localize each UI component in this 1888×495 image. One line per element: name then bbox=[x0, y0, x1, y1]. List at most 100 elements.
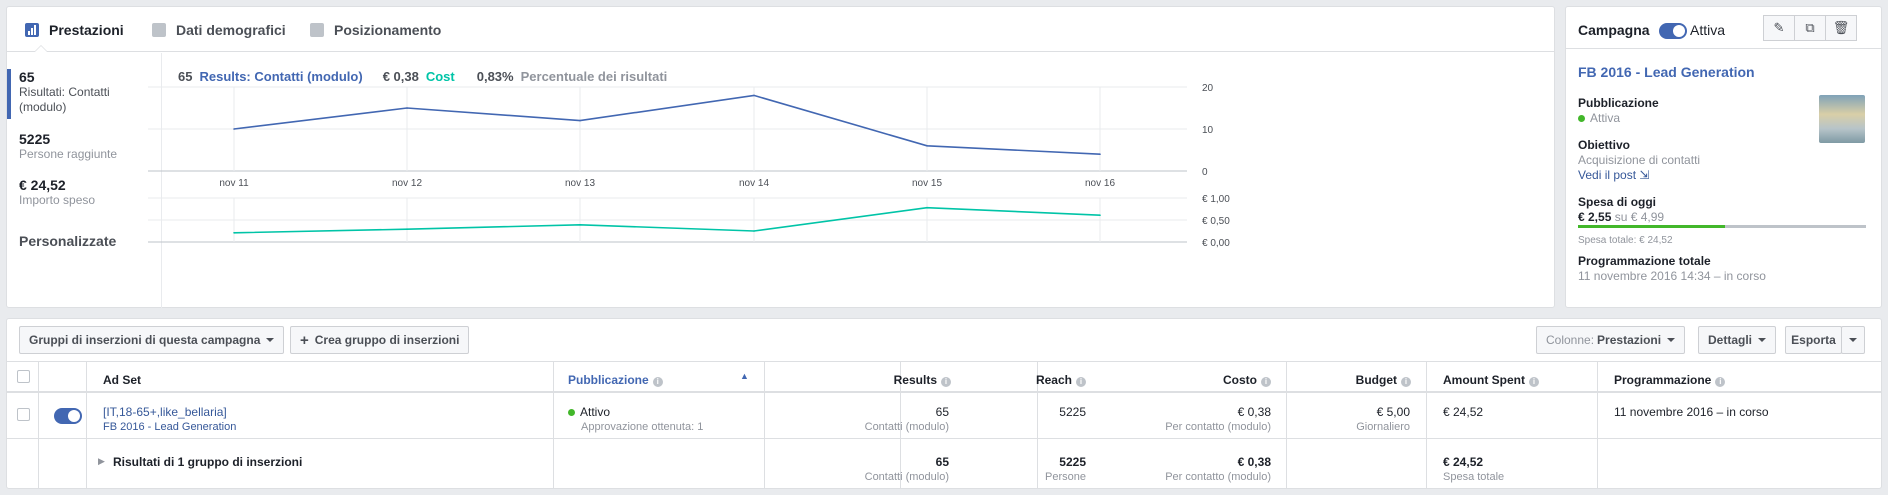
y-tick-label: 0 bbox=[1202, 167, 1208, 178]
metric-value: € 24,52 bbox=[19, 177, 66, 193]
header-cost[interactable]: Costo i bbox=[1037, 373, 1271, 387]
header-cost-label: Costo bbox=[1223, 373, 1257, 387]
x-tick-label: nov 11 bbox=[219, 178, 249, 189]
y-tick-label: € 1,00 bbox=[1202, 194, 1230, 205]
x-tick-label: nov 13 bbox=[565, 178, 595, 189]
active-tab-indicator bbox=[34, 45, 48, 52]
header-delivery-label: Pubblicazione bbox=[568, 373, 649, 387]
people-icon bbox=[152, 22, 166, 37]
performance-chart: 20 10 0 € 1,00 € 0,50 € 0,00 nov 11 nov 12 nov 1… bbox=[148, 83, 1230, 249]
summary-reach-sub: Persone bbox=[1045, 471, 1086, 483]
header-results-label: Results bbox=[893, 373, 937, 387]
duplicate-icon: ⧉ bbox=[1805, 20, 1815, 35]
budget-sub: Giornaliero bbox=[1356, 421, 1410, 433]
select-all-checkbox[interactable] bbox=[17, 370, 30, 383]
summary-cost: € 0,38 bbox=[1237, 455, 1271, 469]
series-line bbox=[233, 206, 1101, 234]
header-reach-label: Reach bbox=[1035, 373, 1072, 387]
tab-prestazioni[interactable]: Prestazioni bbox=[25, 7, 124, 52]
columns-dropdown[interactable]: Colonne: Prestazioni bbox=[1536, 326, 1686, 354]
objective-value: Acquisizione di contatti bbox=[1578, 153, 1701, 167]
summary-results-sub: Contatti (modulo) bbox=[864, 471, 949, 483]
reach-value: 5225 bbox=[1059, 405, 1086, 419]
metric-label: Risultati: Contatti (modulo) bbox=[19, 85, 110, 114]
trash-icon: 🗑 bbox=[1832, 20, 1850, 35]
status-dot bbox=[568, 409, 575, 416]
info-icon: i bbox=[1261, 377, 1271, 387]
adsets-panel: Gruppi di inserzioni di questa campagna … bbox=[6, 318, 1882, 489]
data-point bbox=[406, 228, 408, 230]
info-icon: i bbox=[652, 377, 663, 387]
export-options-button[interactable] bbox=[1841, 326, 1865, 354]
data-point bbox=[926, 145, 928, 147]
delivery-status-cell: Attivo bbox=[568, 405, 610, 419]
legend-results-label: Results: Contatti (modulo) bbox=[199, 69, 363, 84]
cost-value: € 0,38 bbox=[1237, 405, 1271, 419]
columns-value: Prestazioni bbox=[1597, 333, 1662, 347]
header-adset[interactable]: Ad Set bbox=[103, 373, 142, 387]
results-sub: Contatti (modulo) bbox=[864, 421, 949, 433]
x-tick-label: nov 16 bbox=[1085, 178, 1115, 189]
summary-label: Risultati di 1 gruppo di inserzioni bbox=[113, 455, 303, 469]
metric-spent[interactable]: € 24,52 Importo speso bbox=[7, 177, 157, 208]
header-amount-spent[interactable]: Amount Spent i bbox=[1443, 373, 1539, 387]
tab-label: Prestazioni bbox=[49, 21, 124, 38]
duplicate-button[interactable]: ⧉ bbox=[1794, 15, 1826, 41]
schedule-value: 11 novembre 2016 14:34 – in corso bbox=[1578, 269, 1766, 283]
data-point bbox=[233, 232, 235, 234]
tab-label: Dati demografici bbox=[176, 21, 286, 38]
data-point bbox=[753, 94, 755, 97]
header-amount-label: Amount Spent bbox=[1443, 373, 1525, 387]
export-button[interactable]: Esporta bbox=[1785, 326, 1842, 354]
edit-button[interactable]: ✎ bbox=[1763, 15, 1795, 41]
metric-value: 5225 bbox=[19, 131, 51, 147]
summary-reach: 5225 bbox=[1059, 455, 1086, 469]
adset-toggle[interactable] bbox=[54, 408, 82, 424]
header-results[interactable]: Results i bbox=[764, 373, 951, 387]
header-schedule[interactable]: Programmazione i bbox=[1614, 373, 1726, 387]
adset-group-dropdown[interactable]: Gruppi di inserzioni di questa campagna bbox=[19, 326, 285, 354]
metric-value: 65 bbox=[19, 69, 35, 85]
delete-button[interactable]: 🗑 bbox=[1825, 15, 1857, 41]
row-checkbox[interactable] bbox=[17, 408, 30, 421]
expand-caret-icon[interactable]: ▶ bbox=[98, 456, 105, 466]
metric-reach[interactable]: 5225 Persone raggiunte bbox=[7, 131, 157, 162]
chevron-down-icon bbox=[1849, 338, 1857, 342]
y-tick-label: € 0,50 bbox=[1202, 216, 1230, 227]
ad-thumbnail[interactable] bbox=[1819, 95, 1865, 143]
create-adset-button[interactable]: + Crea gruppo di inserzioni bbox=[290, 326, 470, 354]
campaign-header: Campagna Attiva ✎ ⧉ 🗑 bbox=[1566, 7, 1881, 49]
header-reach[interactable]: Reach i bbox=[900, 373, 1086, 387]
tab-dati-demografici[interactable]: Dati demografici bbox=[152, 7, 286, 52]
chart-legend: 65 Results: Contatti (modulo) € 0,38 Cos… bbox=[178, 69, 674, 84]
bar-chart-icon bbox=[25, 22, 39, 37]
adset-campaign-link[interactable]: FB 2016 - Lead Generation bbox=[103, 421, 237, 433]
adset-name[interactable]: [IT,18-65+,like_bellaria] bbox=[103, 405, 227, 419]
header-delivery[interactable]: Pubblicazione i ▲ bbox=[568, 371, 749, 387]
tab-bar: Prestazioni Dati demografici Posizioname… bbox=[7, 7, 1554, 52]
legend-pct-label: Percentuale dei risultati bbox=[520, 69, 668, 84]
y-tick-label: € 0,00 bbox=[1202, 238, 1230, 249]
data-point bbox=[406, 107, 408, 109]
spend-today-limit: su € 4,99 bbox=[1614, 210, 1665, 224]
spend-today-value: € 2,55 bbox=[1578, 210, 1612, 224]
external-link-icon: ⇲ bbox=[1639, 168, 1650, 182]
columns-prefix: Colonne: bbox=[1546, 333, 1595, 347]
tab-posizionamento[interactable]: Posizionamento bbox=[310, 7, 441, 52]
tab-label: Posizionamento bbox=[334, 21, 442, 38]
campaign-header-title: Campagna bbox=[1578, 22, 1650, 38]
campaign-name[interactable]: FB 2016 - Lead Generation bbox=[1578, 64, 1755, 80]
data-point bbox=[233, 128, 235, 130]
schedule-value: 11 novembre 2016 – in corso bbox=[1614, 405, 1769, 419]
metric-results[interactable]: 65 Risultati: Contatti (modulo) bbox=[7, 69, 157, 119]
amount-spent-value: € 24,52 bbox=[1443, 405, 1484, 419]
details-dropdown[interactable]: Dettagli bbox=[1698, 326, 1777, 354]
header-budget[interactable]: Budget i bbox=[1286, 373, 1411, 387]
custom-metrics-link[interactable]: Personalizzate bbox=[19, 233, 117, 249]
x-tick-label: nov 15 bbox=[912, 178, 942, 189]
dropdown-label: Gruppi di inserzioni di questa campagna bbox=[29, 333, 261, 347]
cost-sub: Per contatto (modulo) bbox=[1165, 421, 1271, 433]
view-post-link[interactable]: Vedi il post ⇲ bbox=[1578, 168, 1649, 182]
campaign-toggle[interactable] bbox=[1659, 23, 1687, 39]
campaign-status: Attiva bbox=[1690, 22, 1726, 38]
